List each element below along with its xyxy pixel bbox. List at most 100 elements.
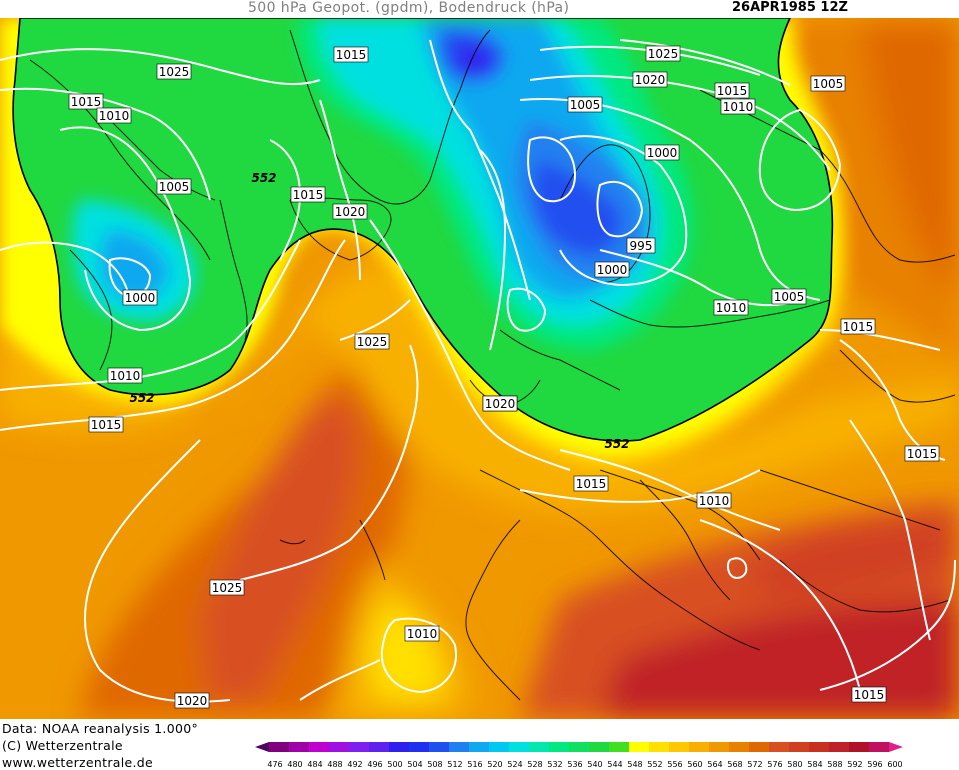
- copyright-credit: (C) Wetterzentrale: [2, 738, 123, 753]
- data-source-credit: Data: NOAA reanalysis 1.000°: [2, 721, 198, 736]
- colorbar-cell: [709, 742, 729, 752]
- colorbar-tick-label: 572: [747, 760, 762, 769]
- isobar-label: 1010: [407, 627, 438, 641]
- contour-552: [12, 18, 834, 442]
- colorbar-tick-label: 500: [387, 760, 402, 769]
- isobar-label: 1015: [854, 688, 885, 702]
- colorbar-labels: 476 480 484 488 492 496 500 504 508 512 516 520 524 5…: [267, 760, 902, 769]
- colorbar-tick-label: 548: [627, 760, 642, 769]
- weather-map: 1025 1015 1010 1005 1000 1015 1020 1010 …: [0, 18, 959, 719]
- colorbar-cell: [529, 742, 549, 752]
- isobar-label: 1015: [576, 477, 607, 491]
- colorbar-cell: [449, 742, 469, 752]
- isobar-label: 1015: [71, 95, 102, 109]
- colorbar-tick-label: 508: [427, 760, 442, 769]
- isobar-label: 1015: [907, 447, 938, 461]
- contour-label: 552: [251, 171, 276, 185]
- colorbar-tick-label: 476: [267, 760, 282, 769]
- isobar-label: 1000: [125, 291, 156, 305]
- colorbar-tick-label: 496: [367, 760, 382, 769]
- isobar-label: 1025: [159, 65, 190, 79]
- colorbar-cell: [669, 742, 689, 752]
- colorbar-tick-label: 584: [807, 760, 822, 769]
- isobar-label: 1020: [177, 694, 208, 708]
- colorbar-cell: [509, 742, 529, 752]
- isobar-label: 1025: [357, 335, 388, 349]
- isobar-label: 1005: [774, 290, 805, 304]
- isobar-label: 1020: [335, 205, 366, 219]
- geopotential-field: 1025 1015 1010 1005 1000 1015 1020 1010 …: [0, 18, 959, 719]
- isobar-label: 1010: [99, 109, 130, 123]
- colorbar-tick-label: 564: [707, 760, 722, 769]
- colorbar-tick-label: 532: [547, 760, 562, 769]
- colorbar-tick-label: 592: [847, 760, 862, 769]
- colorbar-tick-label: 600: [887, 760, 902, 769]
- colorbar-cell: [349, 742, 369, 752]
- colorbar-tick-label: 524: [507, 760, 522, 769]
- isobar-label: 1020: [635, 73, 666, 87]
- colorbar-tick-label: 528: [527, 760, 542, 769]
- colorbar-tick-label: 560: [687, 760, 702, 769]
- colorbar-cell: [869, 742, 889, 752]
- colorbar-cell: [649, 742, 669, 752]
- isobar-label: 1015: [717, 84, 748, 98]
- colorbar-tick-label: 516: [467, 760, 482, 769]
- colorbar-cell: [409, 742, 429, 752]
- colorbar-cell: [769, 742, 789, 752]
- colorbar-cell: [789, 742, 809, 752]
- colorbar-cell: [629, 742, 649, 752]
- contour-label: 552: [604, 437, 629, 451]
- isobar-label: 1025: [648, 47, 679, 61]
- colorbar-tick-label: 512: [447, 760, 462, 769]
- title-bar: 500 hPa Geopot. (gpdm), Bodendruck (hPa)…: [0, 0, 959, 18]
- colorbar-cell: [389, 742, 409, 752]
- colorbar-tick-label: 520: [487, 760, 502, 769]
- colorbar-cell: [729, 742, 749, 752]
- isobar-label: 1000: [597, 263, 628, 277]
- colorbar-tick-label: 492: [347, 760, 362, 769]
- colorbar-tick-label: 580: [787, 760, 802, 769]
- colorbar-cell: [309, 742, 329, 752]
- colorbar-min-arrow: [255, 742, 269, 752]
- colorbar-tick-label: 576: [767, 760, 782, 769]
- isobar-label: 1010: [716, 301, 747, 315]
- colorbar-cell: [609, 742, 629, 752]
- isobar-label: 1005: [813, 77, 844, 91]
- color-scale-legend: 476 480 484 488 492 496 500 504 508 512 516 520 524 5…: [255, 742, 903, 769]
- contour-label: 552: [129, 391, 154, 405]
- colorbar-tick-label: 484: [307, 760, 322, 769]
- colorbar-cell: [269, 742, 289, 752]
- colorbar-cell: [569, 742, 589, 752]
- colorbar-cell: [289, 742, 309, 752]
- colorbar-tick-label: 556: [667, 760, 682, 769]
- colorbar-tick-label: 480: [287, 760, 302, 769]
- isobar-label: 1015: [293, 188, 324, 202]
- isobar-label: 1010: [110, 369, 141, 383]
- contour-labels: 552 552 552: [129, 171, 629, 451]
- colorbar-max-arrow: [889, 742, 903, 752]
- colorbar-tick-label: 540: [587, 760, 602, 769]
- isobar-labels: 1025 1015 1010 1005 1000 1015 1020 1010 …: [68, 45, 940, 709]
- map-date: 26APR1985 12Z: [732, 0, 848, 15]
- colorbar-cell: [489, 742, 509, 752]
- isobar-label: 1020: [485, 397, 516, 411]
- isobar-label: 1000: [647, 146, 678, 160]
- colorbar-cells: [255, 742, 903, 752]
- colorbar-cell: [369, 742, 389, 752]
- isobar-label: 1015: [336, 48, 367, 62]
- colorbar-cell: [689, 742, 709, 752]
- colorbar-cell: [469, 742, 489, 752]
- colorbar-cell: [329, 742, 349, 752]
- colorbar-cell: [549, 742, 569, 752]
- colorbar-tick-label: 588: [827, 760, 842, 769]
- colorbar-tick-label: 552: [647, 760, 662, 769]
- isobar-label: 1015: [843, 320, 874, 334]
- isobar-label: 1010: [699, 494, 730, 508]
- isobar-label: 1025: [212, 581, 243, 595]
- colorbar-tick-label: 568: [727, 760, 742, 769]
- isobar-label: 1010: [723, 100, 754, 114]
- isobars: [0, 39, 956, 703]
- isobar-label: 1005: [159, 180, 190, 194]
- colorbar-cell: [809, 742, 829, 752]
- colorbar-tick-label: 504: [407, 760, 422, 769]
